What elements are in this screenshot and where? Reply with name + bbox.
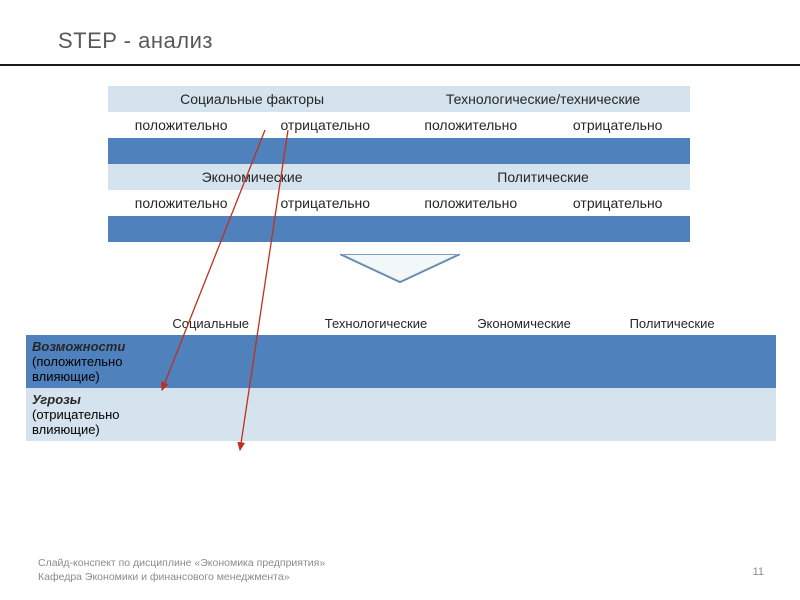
- cell-positive: положительно: [108, 190, 254, 216]
- cell-blank: [254, 216, 396, 242]
- cell-negative: отрицательно: [254, 190, 396, 216]
- cell-political: Политические: [396, 164, 690, 190]
- cell-economic: Экономические: [108, 164, 396, 190]
- cell-blank: [624, 335, 776, 388]
- table-row: Возможности (положительно влияющие): [26, 335, 776, 388]
- row-sublabel: (положительно влияющие): [32, 354, 160, 384]
- cell-blank: [396, 216, 545, 242]
- table-row: положительно отрицательно положительно о…: [108, 190, 690, 216]
- step-factors-table: Социальные факторы Технологические/техни…: [108, 86, 690, 242]
- cell-blank: [254, 138, 396, 164]
- cell-negative: отрицательно: [254, 112, 396, 138]
- page-number: 11: [753, 566, 764, 578]
- col-social: Социальные: [166, 312, 318, 335]
- row-label: Угрозы: [32, 392, 81, 407]
- footer-text: Слайд-конспект по дисциплине «Экономика …: [38, 556, 325, 584]
- cell-social-factors: Социальные факторы: [108, 86, 396, 112]
- cell-negative: отрицательно: [545, 112, 690, 138]
- row-label: Возможности: [32, 339, 125, 354]
- cell-blank: [108, 216, 254, 242]
- row-opportunities: Возможности (положительно влияющие): [26, 335, 166, 388]
- cell-positive: положительно: [396, 190, 545, 216]
- cell-blank: [545, 138, 690, 164]
- table-row: Угрозы (отрицательно влияющие): [26, 388, 776, 441]
- cell-blank: [545, 216, 690, 242]
- cell-blank: [26, 312, 166, 335]
- cell-blank: [471, 335, 623, 388]
- slide-title: STEP - анализ: [58, 28, 213, 54]
- cell-blank: [471, 388, 623, 441]
- row-sublabel: (отрицательно влияющие): [32, 407, 160, 437]
- cell-tech-factors: Технологические/технические: [396, 86, 690, 112]
- opportunities-threats-table: Социальные Технологические Экономические…: [26, 312, 776, 441]
- cell-blank: [166, 388, 318, 441]
- cell-blank: [166, 335, 318, 388]
- table-row: положительно отрицательно положительно о…: [108, 112, 690, 138]
- row-threats: Угрозы (отрицательно влияющие): [26, 388, 166, 441]
- cell-positive: положительно: [108, 112, 254, 138]
- cell-negative: отрицательно: [545, 190, 690, 216]
- table-row: Экономические Политические: [108, 164, 690, 190]
- footer-line2: Кафедра Экономики и финансового менеджме…: [38, 570, 325, 584]
- table-row: Социальные факторы Технологические/техни…: [108, 86, 690, 112]
- cell-blank: [396, 138, 545, 164]
- footer-line1: Слайд-конспект по дисциплине «Экономика …: [38, 556, 325, 570]
- table-row: [108, 216, 690, 242]
- cell-blank: [108, 138, 254, 164]
- down-arrow-icon: [340, 254, 460, 282]
- col-political: Политические: [624, 312, 776, 335]
- table-row: [108, 138, 690, 164]
- cell-blank: [319, 388, 471, 441]
- cell-blank: [319, 335, 471, 388]
- table-row: Социальные Технологические Экономические…: [26, 312, 776, 335]
- cell-positive: положительно: [396, 112, 545, 138]
- title-underline: [0, 64, 800, 66]
- col-tech: Технологические: [319, 312, 471, 335]
- cell-blank: [624, 388, 776, 441]
- col-economic: Экономические: [471, 312, 623, 335]
